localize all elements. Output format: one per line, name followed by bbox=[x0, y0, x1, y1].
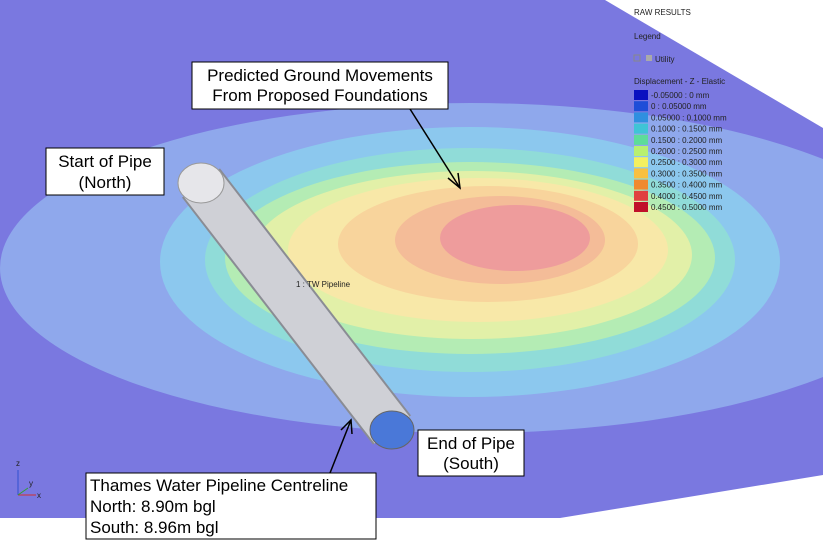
scale-label: 0.3000 : 0.3500 mm bbox=[651, 169, 722, 178]
annotation-end: End of Pipe (South) bbox=[417, 429, 525, 477]
annotation-text: From Proposed Foundations bbox=[212, 86, 427, 105]
scale-swatch bbox=[634, 202, 648, 212]
checkbox[interactable] bbox=[633, 54, 641, 62]
scale-label: 0.4000 : 0.4500 mm bbox=[651, 192, 722, 201]
scale-title: Displacement - Z - Elastic bbox=[634, 77, 725, 86]
annotation-text: South: 8.96m bgl bbox=[90, 518, 219, 537]
scale-label: 0.05000 : 0.1000 mm bbox=[651, 113, 727, 122]
annotation-text: End of Pipe bbox=[427, 434, 515, 453]
annotation-text: North: 8.90m bgl bbox=[90, 497, 216, 516]
scale-swatch bbox=[634, 90, 648, 100]
scale-swatch bbox=[634, 146, 648, 156]
annotation-centreline: Thames Water Pipeline Centreline North: … bbox=[85, 418, 377, 540]
utility-label: Utility bbox=[655, 55, 675, 64]
scale-label: 0.1500 : 0.2000 mm bbox=[651, 136, 722, 145]
axis-label: x bbox=[37, 491, 41, 500]
scale-swatch bbox=[634, 134, 648, 145]
legend-panel: RAW RESULTS Legend Utility Displacement … bbox=[633, 8, 727, 212]
scale-swatch bbox=[634, 101, 648, 112]
scale-swatch bbox=[634, 157, 648, 168]
scale-label: 0.4500 : 0.5000 mm bbox=[651, 203, 722, 212]
annotation-movements: Predicted Ground Movements From Proposed… bbox=[191, 61, 461, 190]
scale-swatch bbox=[634, 190, 648, 201]
annotation-start: Start of Pipe (North) bbox=[45, 147, 165, 196]
annotation-text: Predicted Ground Movements bbox=[207, 66, 433, 85]
utility-swatch bbox=[646, 55, 652, 61]
scale-label: -0.05000 : 0 mm bbox=[651, 91, 710, 100]
pipe-label: 1 : TW Pipeline bbox=[296, 280, 351, 289]
scale-swatch bbox=[634, 179, 648, 190]
scale-swatch bbox=[634, 168, 648, 179]
scale: -0.05000 : 0 mm 0 : 0.05000 mm 0.05000 : 0… bbox=[634, 90, 727, 212]
axis-label: z bbox=[16, 459, 20, 468]
axis-label: y bbox=[29, 479, 33, 488]
scale-label: 0.3500 : 0.4000 mm bbox=[651, 181, 722, 190]
annotation-text: Thames Water Pipeline Centreline bbox=[90, 476, 348, 495]
scale-label: 0 : 0.05000 mm bbox=[651, 102, 707, 111]
scale-label: 0.2000 : 0.2500 mm bbox=[651, 147, 722, 156]
annotation-text: (South) bbox=[443, 454, 499, 473]
axis-triad: z y x bbox=[16, 459, 41, 500]
panel-title: RAW RESULTS bbox=[634, 8, 691, 17]
scale-swatch bbox=[634, 123, 648, 134]
annotation-text: (North) bbox=[79, 173, 132, 192]
pipe bbox=[177, 162, 415, 450]
scale-swatch bbox=[634, 112, 648, 123]
scale-label: 0.2500 : 0.3000 mm bbox=[651, 158, 722, 167]
scale-label: 0.1000 : 0.1500 mm bbox=[651, 125, 722, 134]
legend-label: Legend bbox=[634, 32, 661, 41]
annotation-text: Start of Pipe bbox=[58, 152, 152, 171]
